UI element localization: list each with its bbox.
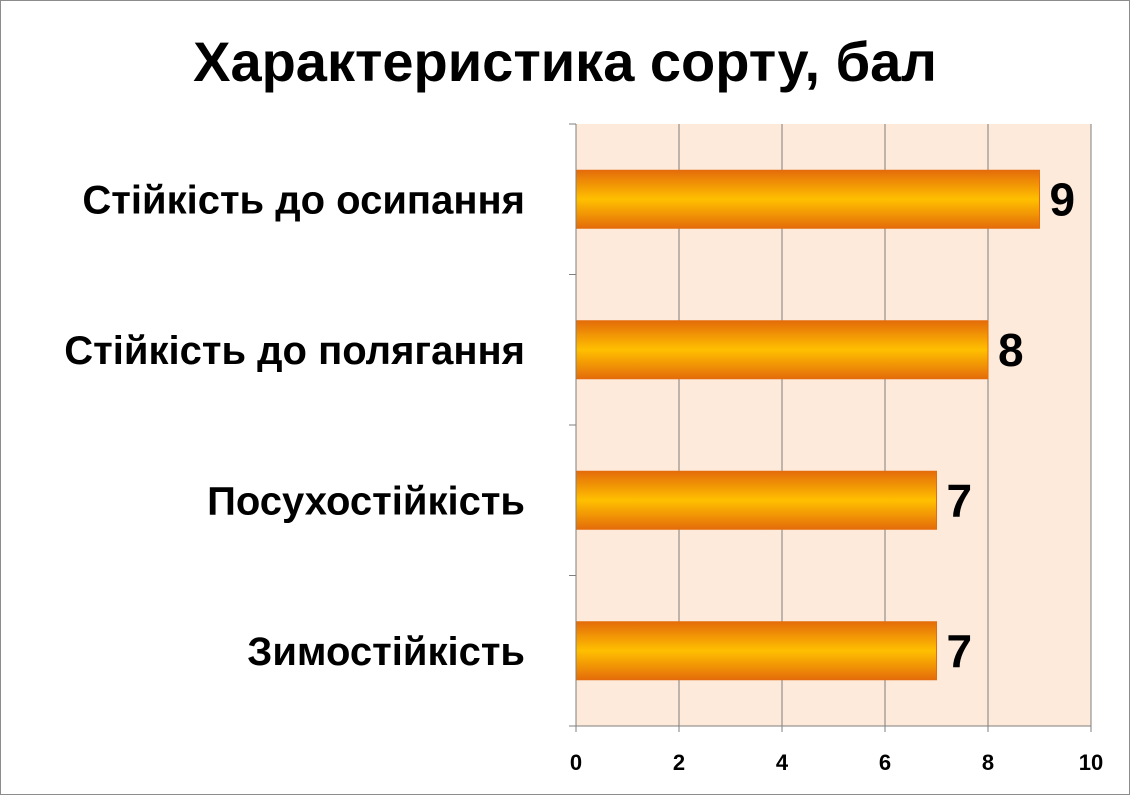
x-tick-label: 6 bbox=[879, 750, 891, 775]
category-label: Стійкість до осипання bbox=[82, 178, 525, 222]
bar bbox=[575, 470, 937, 530]
x-tick-label: 4 bbox=[776, 750, 789, 775]
x-tick-label: 10 bbox=[1079, 750, 1103, 775]
x-tick-label: 2 bbox=[673, 750, 685, 775]
bar bbox=[575, 621, 937, 681]
data-label: 8 bbox=[998, 324, 1024, 376]
data-label: 7 bbox=[947, 474, 973, 526]
bar bbox=[575, 169, 1040, 229]
category-label: Зимостійкість bbox=[247, 630, 525, 674]
category-label: Посухостійкість bbox=[207, 479, 525, 523]
chart-title: Характеристика сорту, бал bbox=[193, 30, 937, 93]
x-tick-label: 8 bbox=[982, 750, 994, 775]
category-label: Стійкість до полягання bbox=[64, 329, 525, 373]
x-tick-label: 0 bbox=[570, 750, 582, 775]
bar bbox=[575, 320, 989, 380]
data-label: 7 bbox=[947, 625, 973, 677]
data-label: 9 bbox=[1050, 173, 1076, 225]
